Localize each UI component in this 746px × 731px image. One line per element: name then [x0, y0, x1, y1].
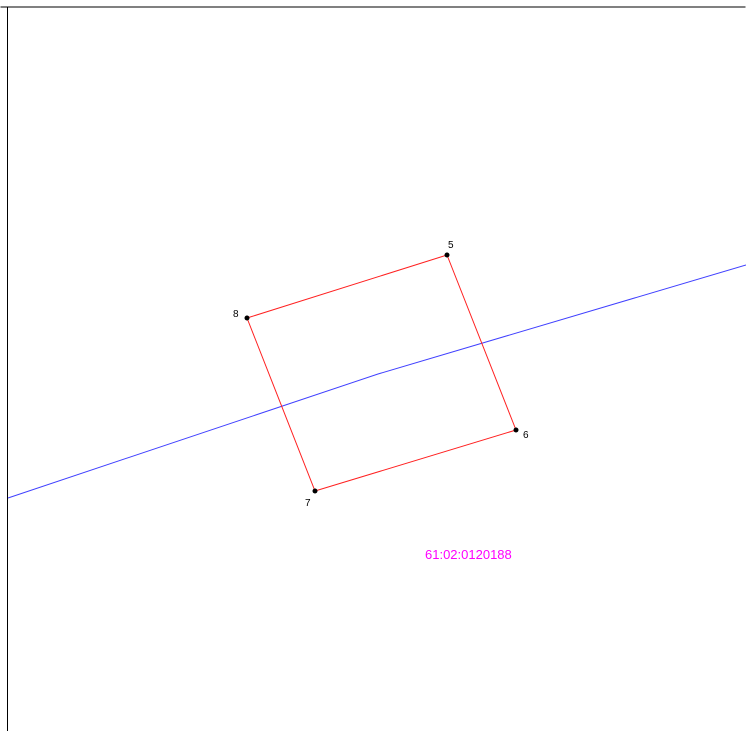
parcel-label: 61:02:0120188: [425, 547, 512, 562]
vertex-label: 5: [448, 240, 454, 251]
vertex: [312, 488, 318, 494]
vertex: [513, 427, 519, 433]
vertex-label: 6: [523, 430, 529, 441]
vertex: [244, 315, 250, 321]
vertex: [444, 252, 450, 258]
boundary-line: [7, 264, 746, 499]
vertex-label: 8: [233, 309, 239, 320]
vertex-label: 7: [305, 498, 311, 509]
